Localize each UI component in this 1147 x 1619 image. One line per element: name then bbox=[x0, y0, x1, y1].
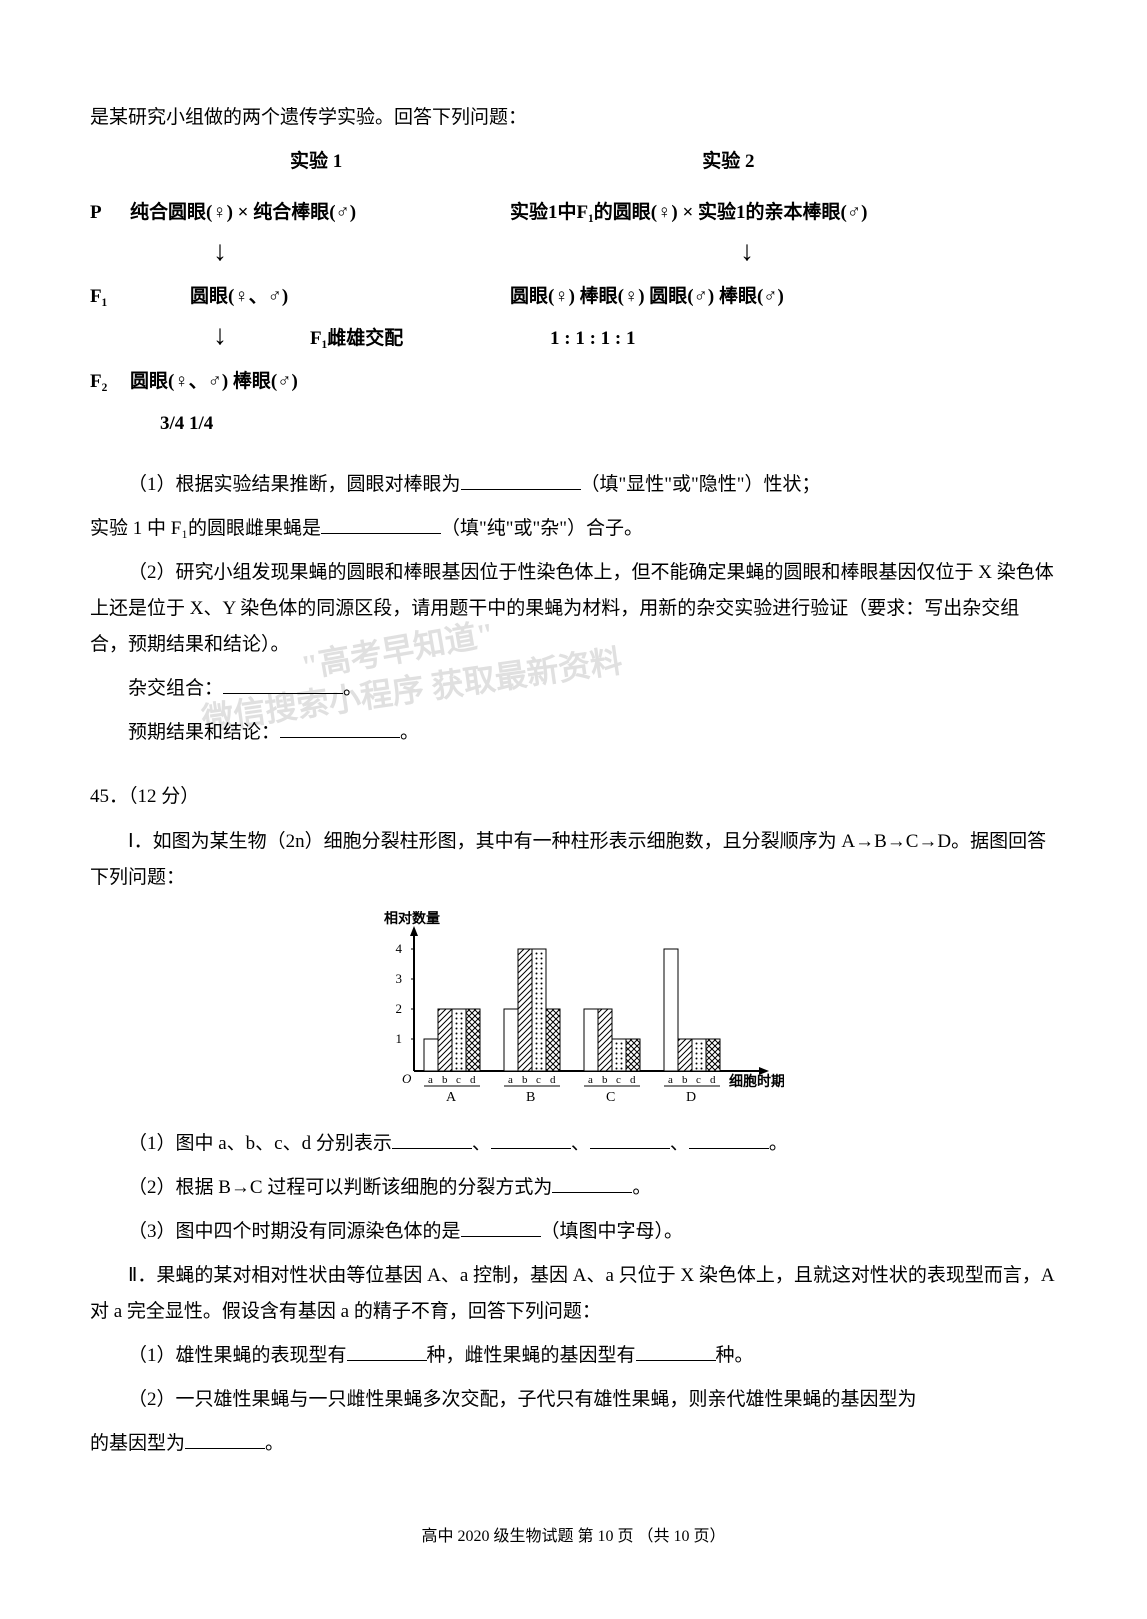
f2-ratio: 3/4 1/4 bbox=[130, 406, 213, 442]
blank-field bbox=[347, 1338, 427, 1361]
exp2-title: 实验 2 bbox=[702, 144, 754, 180]
q45-part1-intro: Ⅰ．如图为某生物（2n）细胞分裂柱形图，其中有一种柱形表示细胞数，且分裂顺序为 … bbox=[90, 824, 1057, 896]
f2-left: 圆眼(♀、♂) 棒眼(♂) bbox=[130, 364, 298, 400]
q45-1-2: （2）根据 B→C 过程可以判断该细胞的分裂方式为。 bbox=[90, 1170, 1057, 1206]
arrow-down-icon: ↓ bbox=[213, 238, 227, 266]
blank-field bbox=[280, 716, 400, 739]
blank-field bbox=[552, 1170, 632, 1193]
blank-field bbox=[636, 1338, 716, 1361]
f1-label: F₁ bbox=[90, 279, 130, 315]
group-b: abcd B bbox=[504, 949, 560, 1105]
p-left: 纯合圆眼(♀) × 纯合棒眼(♂) bbox=[130, 195, 510, 231]
svg-text:b: b bbox=[602, 1074, 608, 1086]
q2-cross: 杂交组合：。 bbox=[90, 671, 1057, 707]
group-a: abcd A bbox=[424, 1009, 480, 1105]
q45-2-1: （1）雄性果蝇的表现型有种，雌性果蝇的基因型有种。 bbox=[90, 1338, 1057, 1374]
q45-2-2-cont: 的基因型为。 bbox=[90, 1426, 1057, 1462]
experiment-titles: 实验 1 实验 2 bbox=[90, 144, 1057, 180]
q45-part2-intro: Ⅱ．果蝇的某对相对性状由等位基因 A、a 控制，基因 A、a 只位于 X 染色体… bbox=[90, 1258, 1057, 1330]
blank-field bbox=[461, 1214, 541, 1237]
question-1: （1）根据实验结果推断，圆眼对棒眼为（填"显性"或"隐性"）性状； bbox=[90, 467, 1057, 503]
f1-ratio: 1 : 1 : 1 : 1 bbox=[510, 321, 635, 357]
blank-field bbox=[461, 467, 581, 490]
group-d: abcd D bbox=[664, 949, 720, 1105]
page-content: 是某研究小组做的两个遗传学实验。回答下列问题： 实验 1 实验 2 P 纯合圆眼… bbox=[90, 100, 1057, 1553]
svg-text:2: 2 bbox=[395, 1001, 402, 1016]
blank-field bbox=[689, 1126, 769, 1149]
intro-text: 是某研究小组做的两个遗传学实验。回答下列问题： bbox=[90, 100, 1057, 136]
blank-field bbox=[223, 671, 343, 694]
svg-text:3: 3 bbox=[395, 971, 402, 986]
svg-text:b: b bbox=[522, 1074, 528, 1086]
svg-text:d: d bbox=[550, 1074, 556, 1086]
blank-field bbox=[491, 1126, 571, 1149]
svg-text:c: c bbox=[696, 1074, 701, 1086]
q2-result: 预期结果和结论：。 bbox=[90, 715, 1057, 751]
blank-field bbox=[590, 1126, 670, 1149]
blank-field bbox=[321, 511, 441, 534]
page-footer: 高中 2020 级生物试题 第 10 页 （共 10 页） bbox=[90, 1522, 1057, 1552]
svg-text:c: c bbox=[616, 1074, 621, 1086]
group-c: abcd C bbox=[584, 1009, 640, 1105]
svg-text:a: a bbox=[508, 1074, 513, 1086]
blank-field bbox=[392, 1126, 472, 1149]
x-axis-label: 细胞时期 bbox=[729, 1073, 784, 1090]
f1-cross-note: F₁雌雄交配 bbox=[310, 321, 510, 357]
bar-chart-container: 相对数量 1 2 3 4 O abcd A abcd B bbox=[90, 911, 1057, 1111]
svg-text:a: a bbox=[668, 1074, 673, 1086]
svg-text:D: D bbox=[686, 1090, 696, 1105]
svg-text:C: C bbox=[606, 1090, 615, 1105]
svg-text:a: a bbox=[428, 1074, 433, 1086]
svg-text:c: c bbox=[456, 1074, 461, 1086]
svg-text:b: b bbox=[682, 1074, 688, 1086]
arrow-down-icon: ↓ bbox=[740, 238, 754, 266]
svg-text:1: 1 bbox=[395, 1031, 402, 1046]
cell-division-bar-chart: 相对数量 1 2 3 4 O abcd A abcd B bbox=[364, 911, 784, 1111]
question-1-cont: 实验 1 中 F₁的圆眼雌果蝇是（填"纯"或"杂"）合子。 bbox=[90, 511, 1057, 547]
p-right: 实验1中F₁的圆眼(♀) × 实验1的亲本棒眼(♂) bbox=[510, 195, 867, 231]
q45-2-2: （2）一只雄性果蝇与一只雌性果蝇多次交配，子代只有雄性果蝇，则亲代雄性果蝇的基因… bbox=[90, 1382, 1057, 1418]
svg-text:O: O bbox=[402, 1071, 412, 1086]
svg-text:d: d bbox=[470, 1074, 476, 1086]
svg-text:d: d bbox=[630, 1074, 636, 1086]
svg-text:4: 4 bbox=[395, 941, 402, 956]
y-axis-label: 相对数量 bbox=[384, 911, 440, 927]
q45-header: 45．（12 分） bbox=[90, 779, 1057, 815]
f1-right: 圆眼(♀) 棒眼(♀) 圆眼(♂) 棒眼(♂) bbox=[510, 279, 784, 315]
f2-label: F₂ bbox=[90, 364, 130, 400]
question-2: （2）研究小组发现果蝇的圆眼和棒眼基因位于性染色体上，但不能确定果蝇的圆眼和棒眼… bbox=[90, 555, 1057, 663]
svg-text:c: c bbox=[536, 1074, 541, 1086]
svg-text:d: d bbox=[710, 1074, 716, 1086]
f1-left: 圆眼(♀、♂) bbox=[130, 279, 510, 315]
svg-text:a: a bbox=[588, 1074, 593, 1086]
arrow-down-icon: ↓ bbox=[213, 322, 227, 350]
genetics-cross-diagram: P 纯合圆眼(♀) × 纯合棒眼(♂) 实验1中F₁的圆眼(♀) × 实验1的亲… bbox=[90, 195, 1057, 442]
blank-field bbox=[185, 1427, 265, 1450]
svg-text:b: b bbox=[442, 1074, 448, 1086]
q45-1-1: （1）图中 a、b、c、d 分别表示、、、。 bbox=[90, 1126, 1057, 1162]
exp1-title: 实验 1 bbox=[290, 144, 342, 180]
svg-text:A: A bbox=[446, 1090, 457, 1105]
p-label: P bbox=[90, 195, 130, 231]
q45-1-3: （3）图中四个时期没有同源染色体的是（填图中字母）。 bbox=[90, 1214, 1057, 1250]
svg-text:B: B bbox=[526, 1090, 535, 1105]
